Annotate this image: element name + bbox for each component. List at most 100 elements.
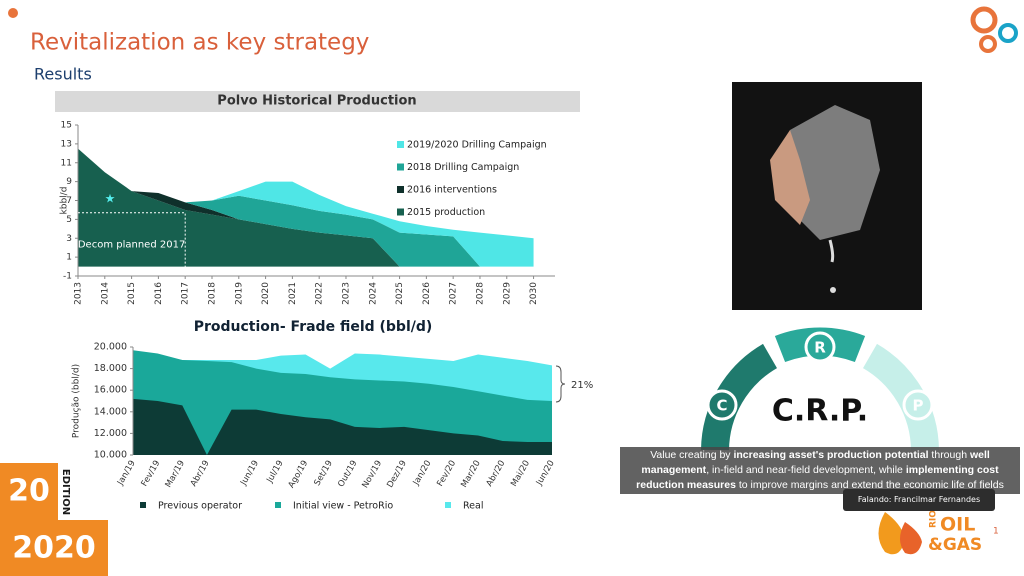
- x-tick-label: Jan/20: [411, 459, 434, 488]
- crp-letter: R: [814, 339, 826, 357]
- y-tick-label: 9: [66, 177, 72, 187]
- legend-swatch: [275, 502, 281, 508]
- area: [78, 148, 534, 267]
- y-tick-label: 10.000: [94, 450, 127, 461]
- caption-segment: increasing asset's production potential: [733, 449, 929, 461]
- page-number: 1: [993, 527, 999, 537]
- x-tick-label: Out/19: [336, 459, 359, 489]
- legend-label: 2015 production: [407, 207, 485, 218]
- crp-badge: [706, 389, 738, 421]
- x-tick-label: 2017: [181, 282, 191, 305]
- crp-letter: P: [913, 397, 924, 415]
- caption-segment: , in-field and near-field development, w…: [706, 464, 906, 476]
- caption-segment: well management: [641, 449, 990, 476]
- legend-swatch: [445, 502, 451, 508]
- legend-label: 2016 interventions: [407, 185, 497, 196]
- x-tick-label: 2027: [449, 282, 459, 305]
- x-tick-label: Fev/19: [140, 459, 163, 489]
- brace: [555, 365, 566, 403]
- x-tick-label: Jul/19: [265, 459, 286, 486]
- chart-title: Polvo Historical Production: [217, 94, 416, 109]
- y-axis-label: kbbl/d: [60, 187, 70, 215]
- x-tick-label: 2030: [529, 282, 539, 305]
- legend-swatch: [397, 208, 404, 216]
- x-tick-label: Ago/19: [287, 459, 311, 490]
- star: ★: [105, 192, 116, 206]
- edition-logo: [0, 520, 108, 576]
- legend-swatch: [140, 502, 146, 508]
- drop-logo: [878, 512, 905, 555]
- x-tick-label: Mai/20: [509, 459, 532, 489]
- edition-bottom: 2020: [12, 531, 96, 566]
- y-tick-label: 12.000: [94, 428, 127, 439]
- photo: [732, 82, 922, 310]
- x-tick-label: Jun/20: [534, 459, 557, 488]
- caption: Value creating by increasing asset's pro…: [620, 447, 1020, 494]
- speaker-label: Falando: Francilmar Fernandes: [843, 489, 995, 511]
- x-tick-label: Set/19: [312, 459, 334, 488]
- x-tick-label: 2014: [100, 282, 110, 305]
- event-gas: &GAS: [928, 535, 982, 555]
- chart-title: Production- Frade field (bbl/d): [194, 319, 433, 335]
- y-tick-label: 14.000: [94, 406, 127, 417]
- x-tick-label: 2016: [154, 282, 164, 305]
- y-tick-label: 18.000: [94, 363, 127, 374]
- annotation-box: [78, 212, 186, 276]
- y-tick-label: 13: [61, 139, 72, 149]
- x-tick-label: Abr/20: [485, 459, 508, 489]
- y-tick-label: 15: [61, 121, 72, 131]
- y-axis-label: Produção (bbl/d): [72, 364, 82, 438]
- legend-label: Initial view - PetroRio: [293, 501, 393, 512]
- x-tick-label: 2026: [422, 282, 432, 305]
- caption-segment: Value creating by: [650, 449, 734, 461]
- crp-badge: [902, 389, 934, 421]
- y-tick-label: 7: [66, 196, 72, 206]
- edition-word: EDITION: [60, 469, 71, 515]
- slide-subtitle: Results: [34, 65, 92, 84]
- legend-label: 2019/2020 Drilling Campaign: [407, 140, 547, 151]
- x-tick-label: Mar/19: [164, 459, 188, 490]
- edition-logo: [0, 463, 58, 520]
- area: [78, 148, 534, 267]
- x-tick-label: Fev/20: [435, 459, 458, 489]
- x-tick-label: 2015: [127, 282, 137, 305]
- x-tick-label: 2024: [368, 282, 378, 305]
- x-tick-label: 2025: [395, 282, 405, 305]
- crp-title: C.R.P.: [772, 394, 868, 429]
- x-tick-label: Jan/19: [115, 459, 138, 488]
- caption-segment: through: [928, 449, 970, 461]
- x-tick-label: 2018: [207, 282, 217, 305]
- edition-top: 20: [8, 474, 50, 509]
- annotation-text: Decom planned 2017: [78, 239, 185, 250]
- area: [78, 148, 534, 267]
- x-tick-label: 2020: [261, 282, 271, 305]
- crp-letter: C: [716, 397, 727, 415]
- y-tick-label: 16.000: [94, 385, 127, 396]
- y-tick-label: 20.000: [94, 342, 127, 353]
- x-tick-label: 2022: [315, 282, 325, 305]
- slide-title: Revitalization as key strategy: [30, 30, 369, 56]
- x-tick-label: Jun/19: [238, 459, 261, 488]
- legend-swatch: [397, 186, 404, 193]
- y-tick-label: -1: [63, 272, 72, 282]
- area: [133, 398, 552, 455]
- chart-title-bar: [55, 91, 580, 112]
- x-tick-label: Nov/19: [360, 459, 384, 490]
- x-tick-label: 2028: [475, 282, 485, 305]
- y-tick-label: 11: [61, 158, 72, 168]
- y-tick-label: 3: [66, 234, 72, 244]
- legend-swatch: [397, 163, 404, 171]
- x-tick-label: Mar/20: [459, 459, 483, 490]
- legend-swatch: [397, 141, 404, 148]
- x-tick-label: Abr/19: [189, 459, 212, 489]
- caption-segment: implementing cost reduction measures: [636, 464, 999, 491]
- y-tick-label: 1: [66, 253, 72, 263]
- event-oil: OIL: [940, 514, 975, 536]
- x-tick-label: 2029: [502, 282, 512, 305]
- x-tick-label: 2023: [341, 282, 351, 305]
- legend-label: Previous operator: [158, 501, 242, 512]
- y-tick-label: 5: [66, 215, 72, 225]
- drop-logo: [900, 522, 922, 555]
